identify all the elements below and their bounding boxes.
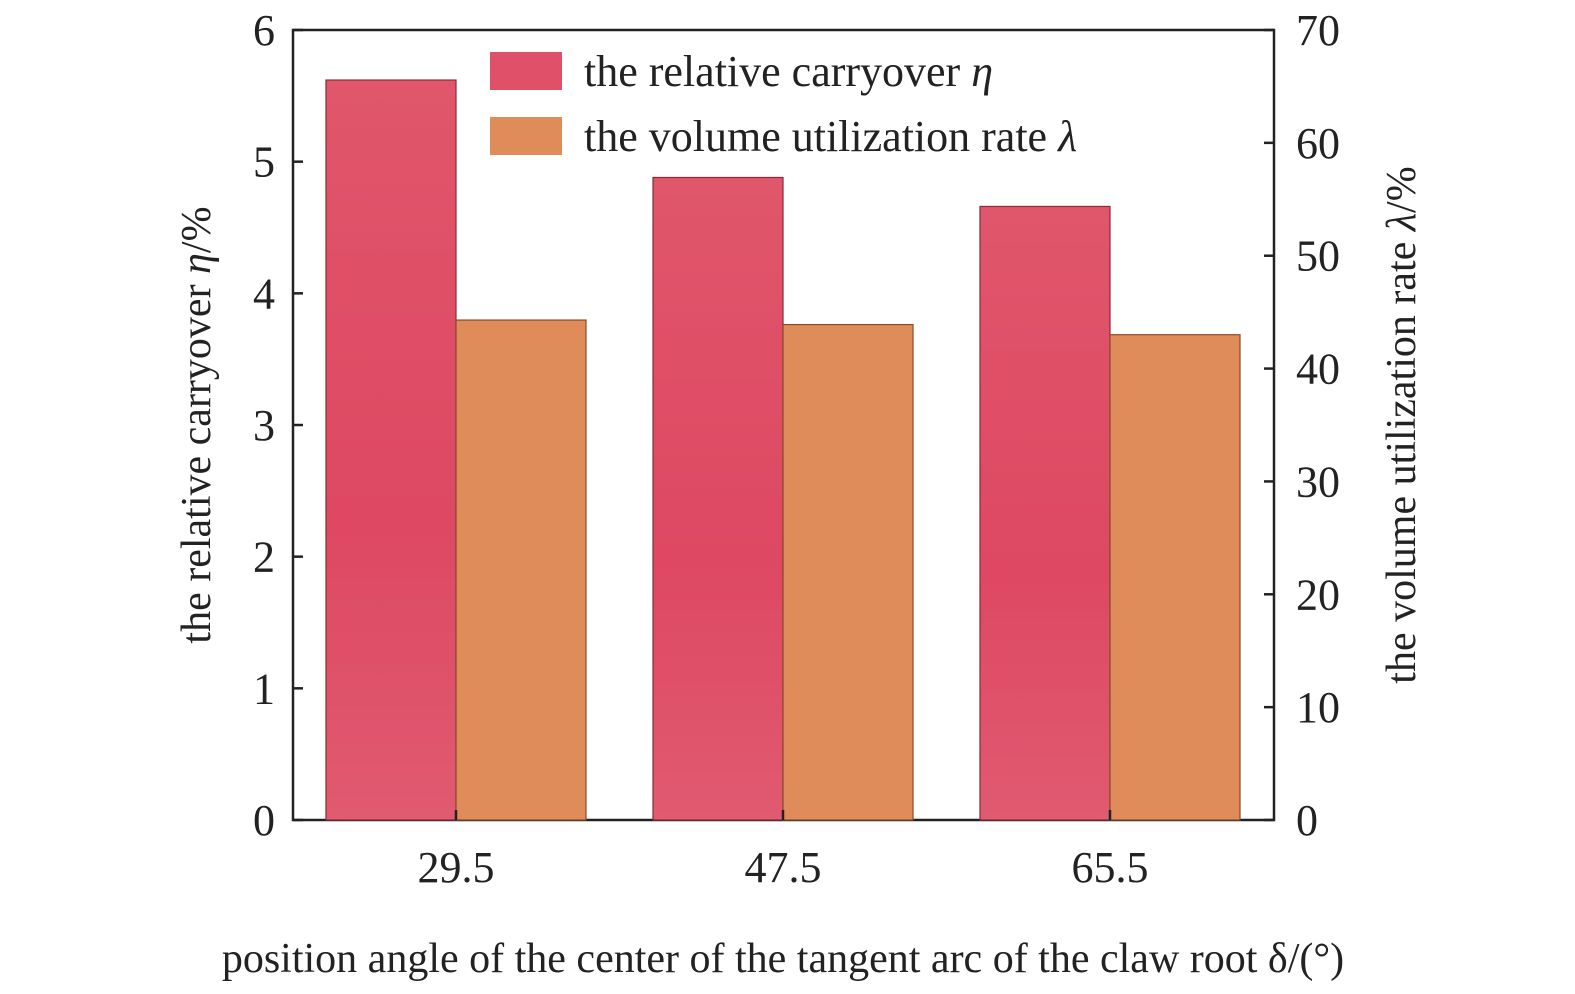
bar-relative-carryover-47-5	[652, 176, 784, 821]
y-left-tick-label: 1	[253, 664, 275, 713]
y-right-tick-label: 0	[1296, 796, 1318, 845]
y-left-tick-label: 0	[253, 796, 275, 845]
y-right-tick-label: 70	[1296, 6, 1340, 55]
legend: the relative carryover η the volume util…	[490, 47, 1077, 161]
bar-relative-carryover-29-5	[325, 79, 457, 821]
legend-swatch-volume-utilization-rate	[490, 117, 562, 155]
y-left-tick-label: 2	[253, 533, 275, 582]
y-right-tick-label: 10	[1296, 683, 1340, 732]
y-right-tick-label: 50	[1296, 232, 1340, 281]
x-tick-label: 65.5	[1072, 843, 1149, 892]
y-right-tick-label: 40	[1296, 345, 1340, 394]
y-right-tick-label: 20	[1296, 570, 1340, 619]
y-axis-left-label: the relative carryover η/%	[174, 206, 220, 643]
bar-volume-utilization-rate-65-5	[1109, 334, 1241, 821]
y-right-tick-label: 60	[1296, 119, 1340, 168]
bar-volume-utilization-rate-47-5	[782, 323, 914, 821]
bar-volume-utilization-rate-29-5	[455, 319, 587, 821]
y-left-tick-label: 6	[253, 6, 275, 55]
x-tick-label: 47.5	[745, 843, 822, 892]
x-axis-label: position angle of the center of the tang…	[222, 936, 1344, 982]
y-left-tick-label: 3	[253, 401, 275, 450]
y-right-tick-label: 30	[1296, 457, 1340, 506]
legend-swatch-relative-carryover	[490, 52, 562, 90]
x-tick-label: 29.5	[418, 843, 495, 892]
legend-label-volume-utilization-rate: the volume utilization rate λ	[584, 112, 1077, 161]
y-left-tick-label: 4	[253, 269, 275, 318]
bars	[325, 79, 1241, 821]
legend-label-relative-carryover: the relative carryover η	[584, 47, 993, 96]
y-left-tick-label: 5	[253, 138, 275, 187]
y-axis-right-label: the volume utilization rate λ/%	[1379, 166, 1425, 683]
bar-relative-carryover-65-5	[979, 205, 1111, 821]
